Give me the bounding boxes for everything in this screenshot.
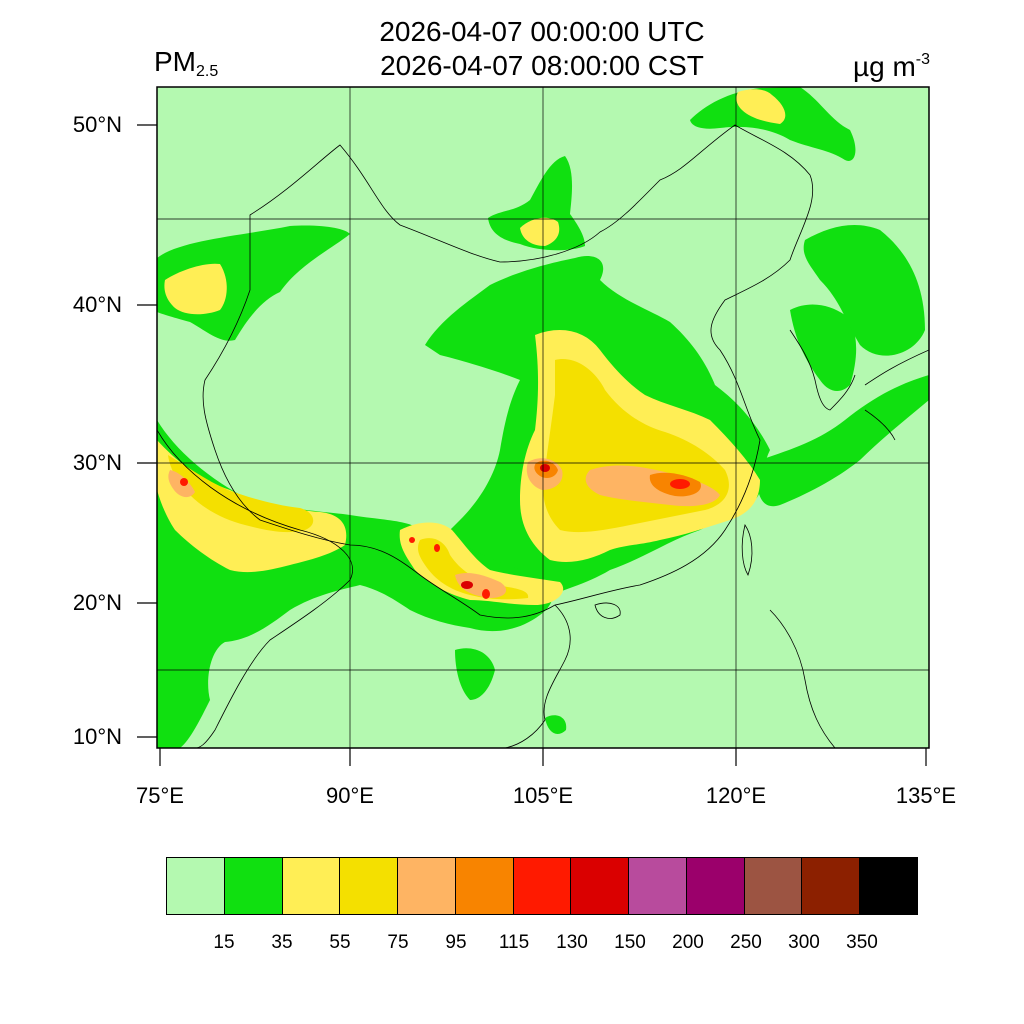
lat-label-30: 30°N [72,450,122,475]
pm-region-central-asia-core [164,263,227,315]
colorbar-label-250: 250 [730,932,762,953]
pm-region-northeast [690,87,856,161]
variable-label: PM2.5 [154,46,218,88]
colorbar-swatch-10 [744,858,803,914]
lon-label-75: 75°E [136,783,184,808]
boundaries [157,124,929,748]
colorbar-swatch-12 [860,858,917,914]
colorbar-swatch-5 [455,858,514,914]
pm-region-japan-sea [803,225,925,356]
pm-region-mongolia [488,156,585,251]
lat-label-20: 20°N [72,590,122,615]
lon-label-120: 120°E [705,783,767,808]
title-utc: 2026-04-07 00:00:00 UTC [379,16,705,47]
indochina-coast [504,604,571,748]
unit-base: µg m [852,51,916,82]
pm-region-yunnan [455,572,507,598]
lat-label-50: 50°N [72,112,122,137]
colorbar-swatch-7 [571,858,630,914]
title-cst: 2026-04-07 08:00:00 CST [380,50,704,81]
colorbar-swatch-0 [167,858,225,914]
china-outline [202,124,814,619]
colorbar-swatch-11 [802,858,861,914]
colorbar-swatch-4 [398,858,456,914]
pm-region-east-coast [757,375,929,507]
colorbar-label-95: 95 [445,932,467,953]
pm-region-ganges-inner [168,455,314,533]
colorbar-label-200: 200 [672,932,704,953]
hotspot-central-china [670,479,690,489]
pm-region-hainan-sea [545,715,567,734]
colorbar-label-15: 15 [213,932,235,953]
variable-subscript: 2.5 [196,63,219,80]
hotspot-ganges [180,478,188,486]
pm-region-myanmar-inner [417,538,529,600]
pm-region-mongolia-core [520,217,560,246]
colorbar-swatch-6 [513,858,572,914]
graticule [157,87,929,748]
korea-outline [789,329,856,411]
unit-label: µg m-3 [853,44,930,83]
taiwan-outline [741,524,753,576]
hotspot-myanmar [461,581,473,589]
colorbar-swatch-8 [629,858,687,914]
pm-region-korea-japan [790,304,857,392]
colorbar-label-75: 75 [387,932,409,953]
pm-region-indochina [455,648,495,700]
hotspot-bangladesh [434,544,440,552]
lon-label-90: 90°E [326,783,374,808]
colorbar-label-150: 150 [614,932,646,953]
colorbar-label-35: 35 [271,932,293,953]
hainan-outline [594,602,621,619]
pm-level-115-150 [180,464,690,599]
axis-ticks [137,124,927,766]
colorbar-swatch-1 [224,858,283,914]
japan-outline [864,349,929,441]
colorbar-swatch-9 [686,858,745,914]
colorbar-label-115: 115 [498,932,530,953]
philippines-outline [769,609,836,748]
india-outline [157,429,353,748]
pm-region-northeast-core [736,89,786,124]
lat-label-10: 10°N [72,724,122,749]
hotspot-south [409,537,415,543]
colorbar-label-300: 300 [788,932,820,953]
lon-label-105: 105°E [512,783,574,808]
lon-label-135: 135°E [895,783,957,808]
colorbar-label-55: 55 [329,932,351,953]
colorbar-swatch-3 [340,858,399,914]
lat-label-40: 40°N [72,292,122,317]
colorbar-label-350: 350 [846,932,878,953]
colorbar [166,857,918,915]
variable-base: PM [154,46,196,77]
unit-superscript: -3 [915,51,930,68]
colorbar-swatch-2 [282,858,341,914]
hotspot-sichuan [540,464,550,472]
colorbar-label-130: 130 [556,932,588,953]
hotspot-laos [482,589,490,599]
